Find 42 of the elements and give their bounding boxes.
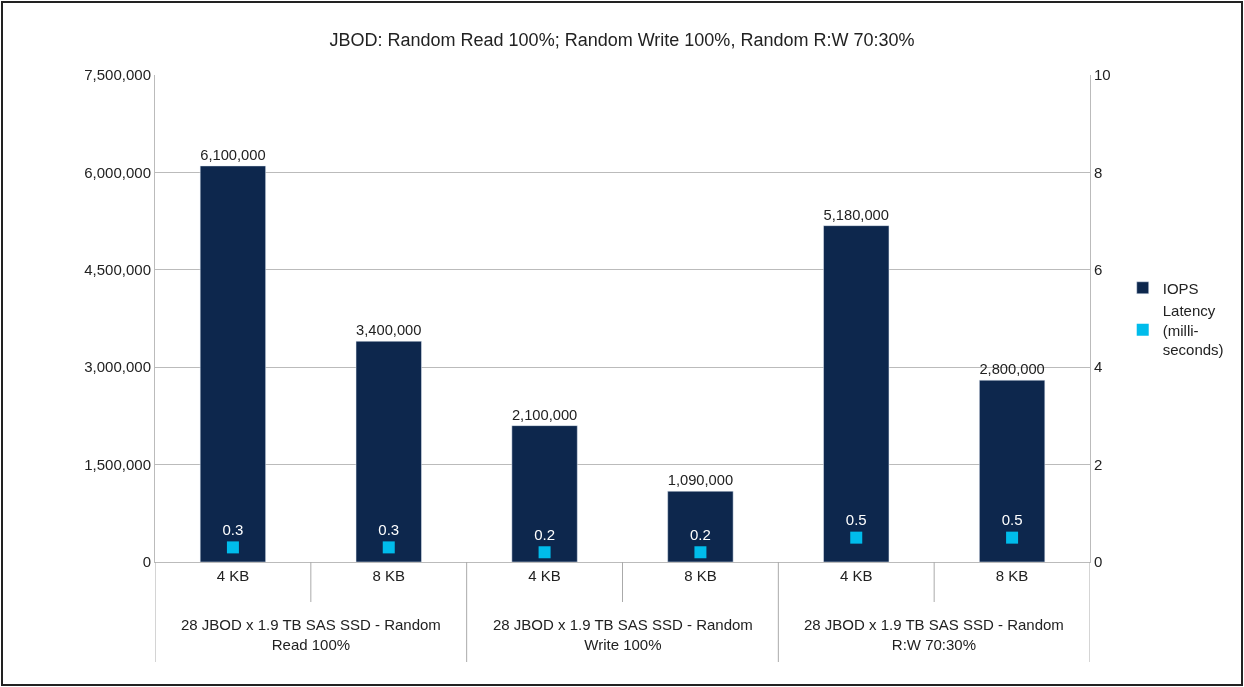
x-tick-label: 4 KB — [839, 567, 873, 584]
bar — [199, 165, 266, 562]
text: 28 JBOD x 1.9 TB SAS SSD - Random Read 100% — [181, 616, 441, 653]
bar — [979, 379, 1046, 562]
y-tick-label: 6,000,000 — [84, 163, 151, 181]
y-tick-label: 3,000,000 — [84, 358, 151, 376]
x-tick-label: 8 KB — [684, 567, 717, 584]
data-label: 2,100,000 — [511, 406, 578, 423]
x-tick-label: 8 KB — [995, 567, 1029, 584]
text: 28 JBOD x 1.9 TB SAS SSD - Random Write 100% — [493, 616, 753, 653]
text: 28 JBOD x 1.9 TB SAS SSD - Random R:W 70:30% — [804, 616, 1064, 653]
legend-label: IOPS — [1162, 279, 1199, 297]
y-tick-label: 7,500,000 — [84, 66, 151, 84]
data-label: 1,090,000 — [667, 472, 734, 489]
data-label: 0.5 — [1001, 511, 1023, 529]
data-label: 0.2 — [689, 526, 711, 544]
y-tick-label: 0 — [142, 553, 151, 571]
y2-tick-label: 8 — [1094, 163, 1103, 181]
y-tick-label: 4,500,000 — [84, 261, 151, 279]
y2-tick-label: 6 — [1094, 261, 1103, 279]
data-label: 0.3 — [378, 521, 400, 539]
y2-tick-label: 2 — [1094, 455, 1103, 473]
bar — [823, 225, 890, 562]
data-label: 0.2 — [534, 526, 556, 544]
legend-label: Latency (milli-seconds) — [1162, 302, 1224, 359]
data-label: 3,400,000 — [356, 322, 422, 339]
y2-tick-label: 10 — [1094, 66, 1111, 84]
y2-tick-label: 4 — [1094, 358, 1103, 376]
chart-title: JBOD: Random Read 100%; Random Write 100%, Random R:W 70:30% — [329, 30, 915, 51]
bar — [511, 425, 578, 562]
data-label: 5,180,000 — [823, 206, 889, 223]
data-label: 0.3 — [222, 521, 244, 539]
x-tick-label: 4 KB — [216, 567, 250, 584]
bar — [355, 340, 422, 562]
data-label: 0.5 — [845, 511, 867, 529]
y2-tick-label: 0 — [1094, 553, 1103, 571]
x-tick-label: 4 KB — [528, 567, 561, 584]
x-tick-label: 8 KB — [372, 567, 406, 584]
bar — [667, 490, 734, 562]
y-tick-label: 1,500,000 — [84, 455, 151, 473]
data-label: 6,100,000 — [200, 146, 266, 163]
data-label: 2,800,000 — [979, 361, 1045, 378]
